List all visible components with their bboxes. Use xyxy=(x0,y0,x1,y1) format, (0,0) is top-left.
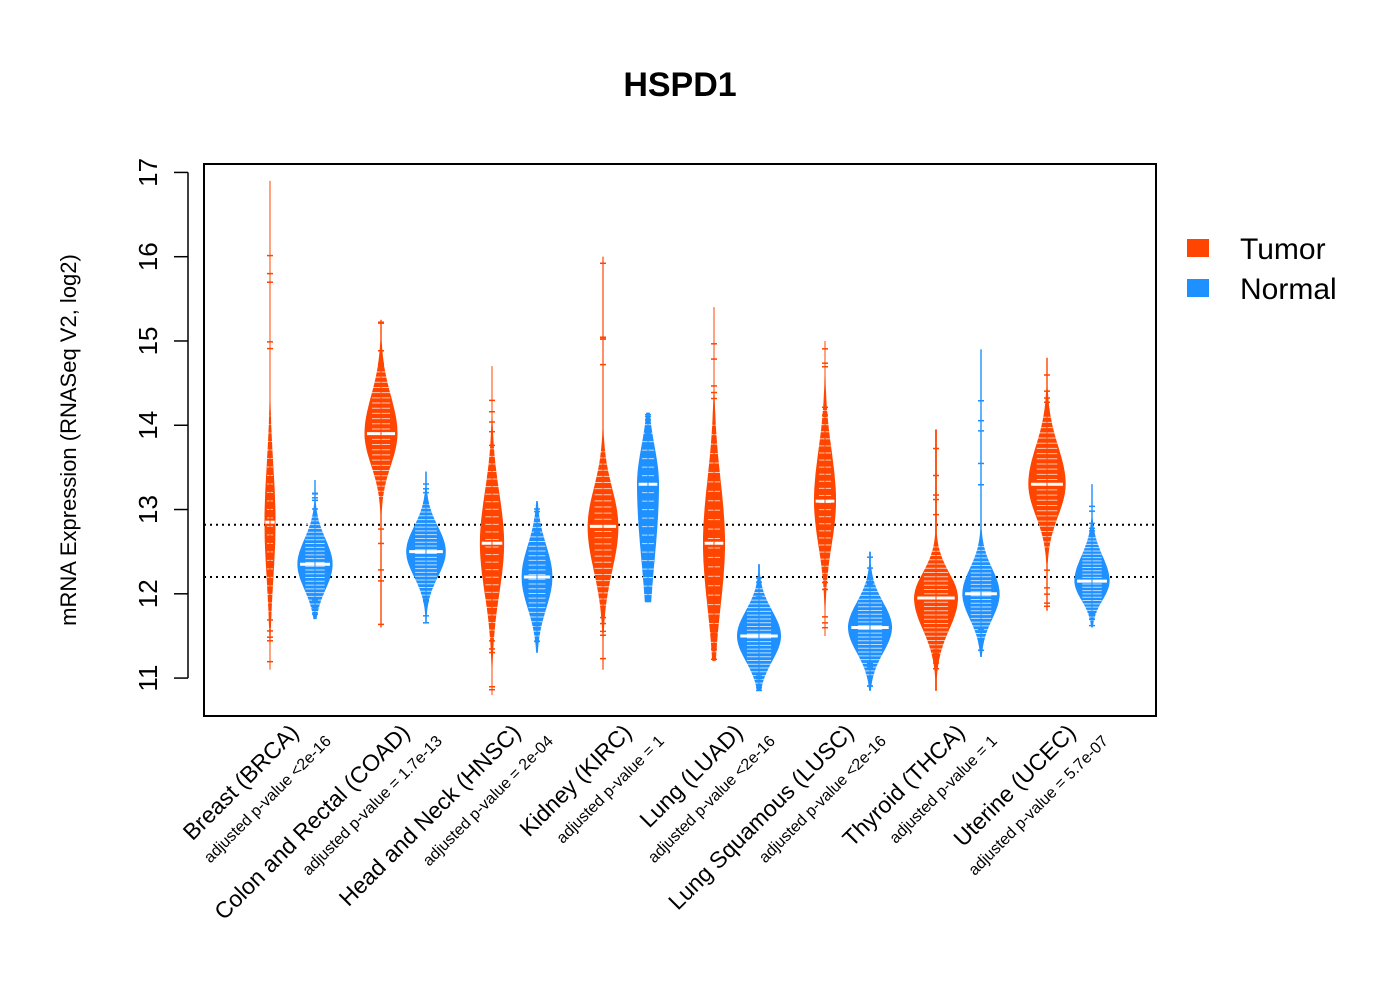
plot-frame xyxy=(203,163,1157,717)
y-tick-label-12: 12 xyxy=(133,579,163,608)
y-axis-label: mRNA Expression (RNASeq V2, log2) xyxy=(56,254,81,626)
y-tick-label-13: 13 xyxy=(133,495,163,524)
legend-label-normal: Normal xyxy=(1240,273,1337,306)
violin-tumor-2 xyxy=(364,319,398,628)
violin-normal-6 xyxy=(848,551,892,691)
y-tick-label-16: 16 xyxy=(133,242,163,271)
y-tick-label-15: 15 xyxy=(133,327,163,356)
legend-label-tumor: Tumor xyxy=(1240,233,1326,266)
violin-tumor-1 xyxy=(264,180,276,670)
violin-normal-8 xyxy=(1074,484,1110,628)
violin-normal-5 xyxy=(737,564,781,692)
violin-normal-7 xyxy=(962,349,1000,658)
legend-swatch-tumor xyxy=(1187,239,1209,257)
legend-swatch-normal xyxy=(1187,279,1209,297)
violin-normal-3 xyxy=(521,501,553,653)
violin-tumor-3 xyxy=(479,366,505,695)
violin-normal-2 xyxy=(406,471,446,624)
violin-tumor-4 xyxy=(587,256,619,670)
chart-title: HSPD1 xyxy=(623,66,736,104)
y-tick-label-14: 14 xyxy=(133,411,163,440)
violin-tumor-8 xyxy=(1028,357,1066,611)
y-axis: 11 12 13 14 15 16 17 xyxy=(133,158,189,692)
violin-tumor-6 xyxy=(814,340,836,636)
plot-area xyxy=(204,180,1156,695)
y-tick-label-11: 11 xyxy=(133,665,163,692)
y-tick-label-17: 17 xyxy=(133,158,163,187)
legend: Tumor Normal xyxy=(1187,233,1337,306)
violin-normal-1 xyxy=(297,480,333,620)
x-axis: Breast (BRCA)adjusted p-value <2e-16Colo… xyxy=(178,719,1112,924)
violin-normal-4 xyxy=(637,412,659,603)
violin-tumor-7 xyxy=(914,429,958,691)
violin-tumor-5 xyxy=(703,307,725,662)
